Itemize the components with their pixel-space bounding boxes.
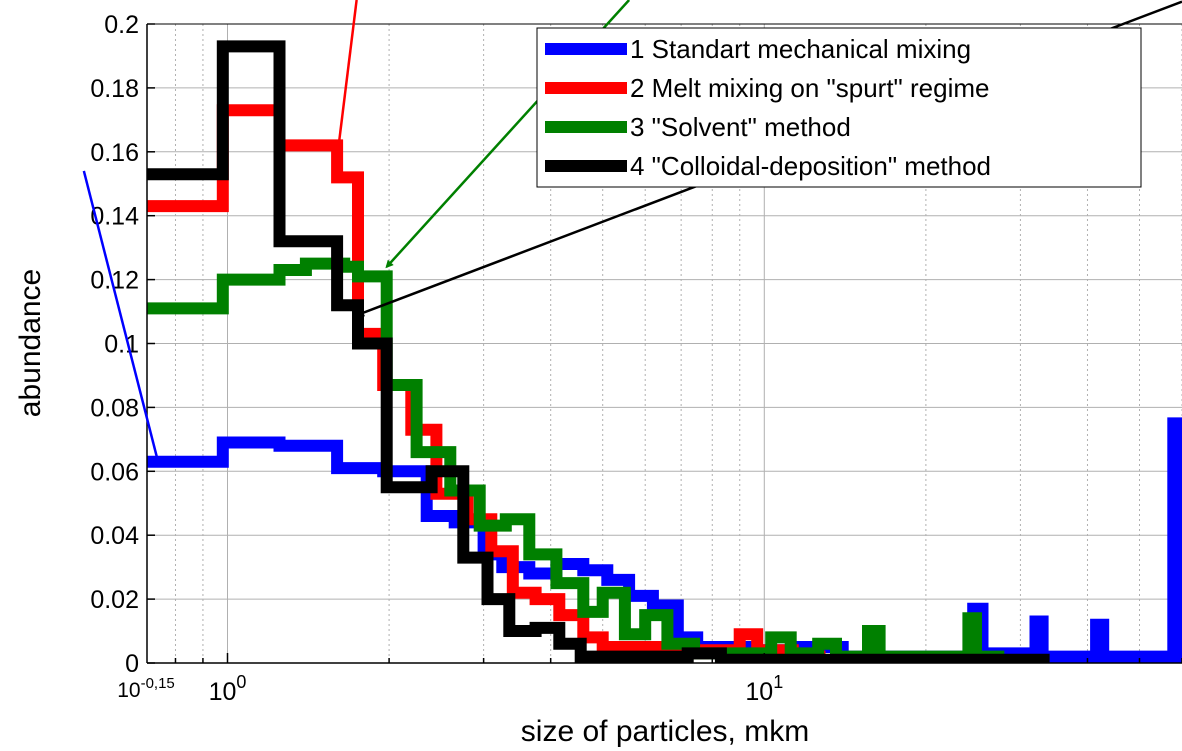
y-tick-label: 0.16 — [90, 139, 139, 167]
x-tick-label: 101 — [745, 672, 783, 706]
legend-box — [536, 27, 1142, 188]
legend-label-3: 3 "Solvent" method — [630, 112, 851, 142]
y-tick-label: 0 — [125, 650, 139, 678]
annotation-arrow-2 — [333, 0, 358, 161]
y-axis-title: abundance — [14, 269, 47, 417]
legend-label-4: 4 "Colloidal-deposition" method — [630, 151, 991, 181]
y-tick-label: 0.08 — [90, 394, 139, 422]
y-tick-label: 0.18 — [90, 75, 139, 103]
annotation-arrow-1 — [82, 170, 162, 467]
y-tick-label: 0.2 — [104, 11, 139, 39]
legend-label-2: 2 Melt mixing on "spurt" regime — [630, 73, 989, 103]
series-line-4 — [147, 40, 1050, 663]
x-tick-label: 10-0,15 — [117, 675, 175, 702]
legend: 1 Standart mechanical mixing 2 Melt mixin… — [536, 27, 1142, 188]
series-group — [147, 40, 1182, 663]
tick-labels: 00.020.040.060.080.10.120.140.160.180.21… — [90, 11, 783, 706]
y-tick-label: 0.06 — [90, 458, 139, 486]
x-axis-title: size of particles, mkm — [521, 715, 809, 748]
y-tick-label: 0.04 — [90, 522, 139, 550]
x-tick-label: 100 — [209, 672, 247, 706]
y-tick-label: 0.02 — [90, 586, 139, 614]
legend-label-1: 1 Standart mechanical mixing — [630, 34, 971, 64]
y-tick-label: 0.1 — [104, 331, 139, 359]
axes — [146, 23, 1182, 664]
